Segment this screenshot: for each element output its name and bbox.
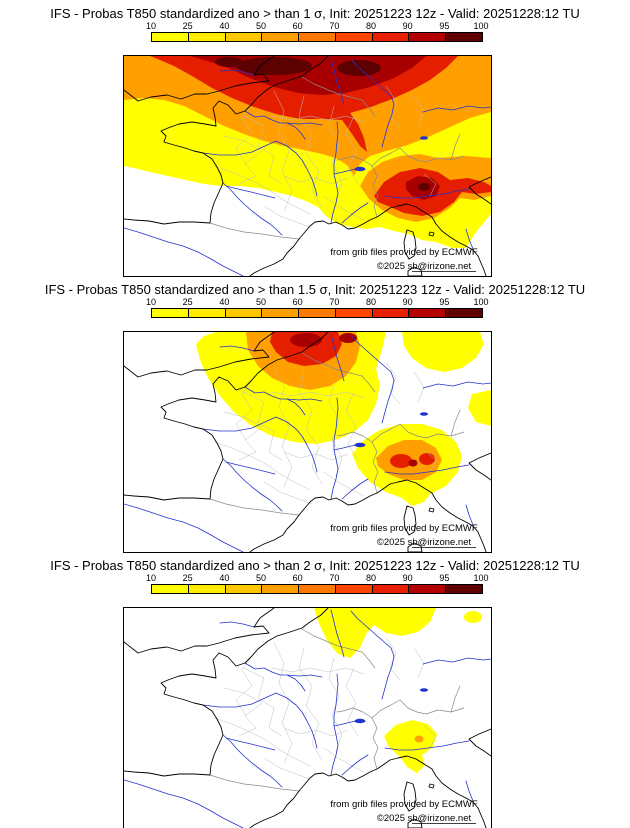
colorbar-tick-label: 70 xyxy=(329,297,340,307)
probability-map-panel-1sigma: IFS - Probas T850 standardized ano > tha… xyxy=(0,0,630,277)
probability-contours xyxy=(124,56,491,248)
colorbar-segment xyxy=(409,309,447,317)
colorbar-tick-label: 25 xyxy=(182,21,193,31)
colorbar-tick-label: 90 xyxy=(402,297,413,307)
colorbar-tick-label: 95 xyxy=(439,21,450,31)
colorbar-tick-label: 10 xyxy=(145,297,157,307)
colorbar-segment xyxy=(225,33,263,41)
panel-title: IFS - Probas T850 standardized ano > tha… xyxy=(44,282,586,297)
colorbar-tick-label: 40 xyxy=(219,297,230,307)
copyright-link[interactable]: ©2025 sb@irizone.net xyxy=(377,261,472,272)
colorbar-segment xyxy=(262,585,300,593)
colorbar-segment xyxy=(188,309,226,317)
colorbar-segment xyxy=(152,585,189,593)
colorbar xyxy=(151,32,483,42)
ecmwf-credit: from grib files provided by ECMWF xyxy=(330,523,477,534)
colorbar-tick-label: 50 xyxy=(255,297,267,307)
colorbar-segment xyxy=(372,309,410,317)
colorbar-tick-label: 10 xyxy=(145,21,157,31)
colorbar-segment xyxy=(446,33,483,41)
colorbar-segment xyxy=(299,309,336,317)
colorbar-segment xyxy=(152,309,189,317)
colorbar-tick-label: 95 xyxy=(439,297,450,307)
colorbar-ticks: 10 25 40 50 60 70 80 90 95 100 xyxy=(146,297,489,307)
colorbar-segment xyxy=(335,309,373,317)
colorbar-segment xyxy=(446,309,483,317)
map-canvas: from grib files provided by ECMWF ©2025 … xyxy=(124,56,491,276)
panel-title: IFS - Probas T850 standardized ano > tha… xyxy=(50,6,580,21)
map-canvas: from grib files provided by ECMWF ©2025 … xyxy=(124,332,491,552)
colorbar-segment xyxy=(188,33,226,41)
colorbar-tick-label: 50 xyxy=(255,573,267,583)
map-1p5sigma: from grib files provided by ECMWF ©2025 … xyxy=(123,331,492,553)
colorbar-segment xyxy=(225,309,263,317)
colorbar-tick-label: 60 xyxy=(292,573,303,583)
map-1sigma: from grib files provided by ECMWF ©2025 … xyxy=(123,55,492,277)
colorbar-tick-label: 60 xyxy=(292,21,303,31)
colorbar-tick-label: 25 xyxy=(182,297,193,307)
colorbar-segment xyxy=(299,585,336,593)
colorbar-tick-label: 100 xyxy=(473,297,489,307)
copyright-link[interactable]: ©2025 sb@irizone.net xyxy=(377,537,472,548)
colorbar-segment xyxy=(262,33,300,41)
colorbar-tick-label: 25 xyxy=(182,573,193,583)
colorbar-tick-label: 70 xyxy=(329,21,340,31)
colorbar-segment xyxy=(152,33,189,41)
colorbar-segment xyxy=(335,33,373,41)
colorbar-tick-label: 90 xyxy=(402,573,413,583)
ecmwf-credit: from grib files provided by ECMWF xyxy=(330,799,477,810)
colorbar-segment xyxy=(372,585,410,593)
colorbar-segment xyxy=(335,585,373,593)
colorbar-segment xyxy=(446,585,483,593)
colorbar-ticks: 10 25 40 50 60 70 80 90 95 100 xyxy=(146,21,489,31)
colorbar-segment xyxy=(262,309,300,317)
colorbar-tick-label: 80 xyxy=(365,573,377,583)
panel-title: IFS - Probas T850 standardized ano > tha… xyxy=(50,558,580,573)
colorbar-tick-label: 80 xyxy=(365,21,377,31)
colorbar-segment xyxy=(409,33,447,41)
colorbar-tick-label: 90 xyxy=(402,21,413,31)
probability-map-panel-1p5sigma: IFS - Probas T850 standardized ano > tha… xyxy=(0,276,630,553)
colorbar-segment xyxy=(409,585,447,593)
colorbar xyxy=(151,584,483,594)
probability-contours xyxy=(196,332,491,506)
colorbar xyxy=(151,308,483,318)
colorbar-tick-label: 70 xyxy=(329,573,340,583)
colorbar-segment xyxy=(225,585,263,593)
probability-map-panel-2sigma: IFS - Probas T850 standardized ano > tha… xyxy=(0,552,630,828)
colorbar-segment xyxy=(299,33,336,41)
colorbar-tick-label: 60 xyxy=(292,297,303,307)
colorbar-ticks: 10 25 40 50 60 70 80 90 95 100 xyxy=(146,573,489,583)
colorbar-segment xyxy=(188,585,226,593)
colorbar-tick-label: 50 xyxy=(255,21,267,31)
probability-contours xyxy=(314,608,482,773)
colorbar-tick-label: 80 xyxy=(365,297,377,307)
map-canvas: from grib files provided by ECMWF ©2025 … xyxy=(124,608,491,828)
colorbar-tick-label: 10 xyxy=(145,573,157,583)
colorbar-tick-label: 100 xyxy=(473,573,489,583)
colorbar-tick-label: 95 xyxy=(439,573,450,583)
copyright-link[interactable]: ©2025 sb@irizone.net xyxy=(377,813,472,824)
colorbar-tick-label: 100 xyxy=(473,21,489,31)
map-2sigma: from grib files provided by ECMWF ©2025 … xyxy=(123,607,492,828)
colorbar-segment xyxy=(372,33,410,41)
colorbar-tick-label: 40 xyxy=(219,573,230,583)
ecmwf-credit: from grib files provided by ECMWF xyxy=(330,247,477,258)
colorbar-tick-label: 40 xyxy=(219,21,230,31)
